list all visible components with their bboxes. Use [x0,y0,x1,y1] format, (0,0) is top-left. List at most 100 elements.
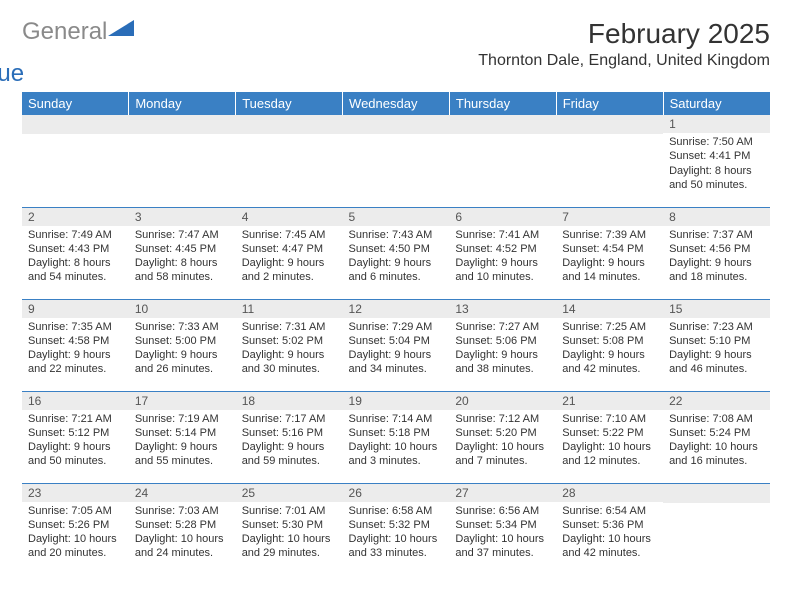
calendar-day-cell: 20Sunrise: 7:12 AMSunset: 5:20 PMDayligh… [449,391,556,483]
day-number: 15 [663,300,770,318]
day-detail-line: Sunset: 4:52 PM [455,242,550,256]
day-detail-line: Sunrise: 7:10 AM [562,412,657,426]
day-detail-line: Sunset: 5:06 PM [455,334,550,348]
calendar-day-cell: 5Sunrise: 7:43 AMSunset: 4:50 PMDaylight… [343,207,450,299]
calendar-week-row: 9Sunrise: 7:35 AMSunset: 4:58 PMDaylight… [22,299,770,391]
day-detail-line: and 2 minutes. [242,270,337,284]
day-detail-line: Sunset: 5:14 PM [135,426,230,440]
day-detail-line: Sunset: 5:30 PM [242,518,337,532]
day-detail-line: Sunrise: 7:41 AM [455,228,550,242]
day-details: Sunrise: 7:35 AMSunset: 4:58 PMDaylight:… [22,318,129,381]
day-detail-line: and 20 minutes. [28,546,123,560]
day-detail-line: Sunrise: 7:37 AM [669,228,764,242]
day-detail-line: and 10 minutes. [455,270,550,284]
day-detail-line: Sunrise: 7:47 AM [135,228,230,242]
day-number [663,484,770,503]
day-header: Wednesday [343,92,450,115]
day-detail-line: Daylight: 10 hours [562,440,657,454]
day-detail-line: and 14 minutes. [562,270,657,284]
day-number: 9 [22,300,129,318]
calendar-day-cell: 18Sunrise: 7:17 AMSunset: 5:16 PMDayligh… [236,391,343,483]
day-details: Sunrise: 7:41 AMSunset: 4:52 PMDaylight:… [449,226,556,289]
day-number: 1 [663,115,770,133]
calendar-day-cell: 13Sunrise: 7:27 AMSunset: 5:06 PMDayligh… [449,299,556,391]
calendar-day-cell: 22Sunrise: 7:08 AMSunset: 5:24 PMDayligh… [663,391,770,483]
calendar-day-cell [343,115,450,207]
calendar-day-cell: 19Sunrise: 7:14 AMSunset: 5:18 PMDayligh… [343,391,450,483]
day-details: Sunrise: 7:49 AMSunset: 4:43 PMDaylight:… [22,226,129,289]
day-detail-line: Sunset: 5:04 PM [349,334,444,348]
calendar-day-cell: 15Sunrise: 7:23 AMSunset: 5:10 PMDayligh… [663,299,770,391]
day-detail-line: Sunrise: 7:31 AM [242,320,337,334]
day-number: 2 [22,208,129,226]
day-details: Sunrise: 7:01 AMSunset: 5:30 PMDaylight:… [236,502,343,565]
day-detail-line: Sunset: 4:54 PM [562,242,657,256]
day-detail-line: Daylight: 9 hours [135,348,230,362]
calendar-page: General Blue February 2025 Thornton Dale… [0,0,792,593]
day-detail-line: Daylight: 9 hours [562,348,657,362]
day-detail-line: Sunrise: 7:12 AM [455,412,550,426]
day-details: Sunrise: 7:43 AMSunset: 4:50 PMDaylight:… [343,226,450,289]
day-detail-line: Sunrise: 7:14 AM [349,412,444,426]
day-number: 7 [556,208,663,226]
title-block: February 2025 Thornton Dale, England, Un… [478,18,770,70]
day-details: Sunrise: 6:58 AMSunset: 5:32 PMDaylight:… [343,502,450,565]
day-details: Sunrise: 6:56 AMSunset: 5:34 PMDaylight:… [449,502,556,565]
day-detail-line: Sunset: 5:26 PM [28,518,123,532]
day-detail-line: and 37 minutes. [455,546,550,560]
day-detail-line: Sunset: 5:18 PM [349,426,444,440]
calendar-day-cell: 8Sunrise: 7:37 AMSunset: 4:56 PMDaylight… [663,207,770,299]
day-number: 16 [22,392,129,410]
day-details: Sunrise: 7:27 AMSunset: 5:06 PMDaylight:… [449,318,556,381]
day-details: Sunrise: 7:29 AMSunset: 5:04 PMDaylight:… [343,318,450,381]
day-detail-line: Sunset: 4:41 PM [669,149,764,163]
day-detail-line: and 16 minutes. [669,454,764,468]
day-detail-line: Daylight: 10 hours [669,440,764,454]
day-detail-line: and 24 minutes. [135,546,230,560]
day-details: Sunrise: 6:54 AMSunset: 5:36 PMDaylight:… [556,502,663,565]
day-header: Friday [556,92,663,115]
page-header: General Blue February 2025 Thornton Dale… [22,18,770,86]
day-detail-line: Sunrise: 7:35 AM [28,320,123,334]
month-title: February 2025 [478,18,770,50]
day-detail-line: Sunrise: 7:03 AM [135,504,230,518]
day-detail-line: Sunset: 5:08 PM [562,334,657,348]
calendar-week-row: 2Sunrise: 7:49 AMSunset: 4:43 PMDaylight… [22,207,770,299]
day-number [129,115,236,134]
day-detail-line: Sunrise: 7:25 AM [562,320,657,334]
day-detail-line: and 42 minutes. [562,362,657,376]
day-detail-line: Daylight: 10 hours [349,532,444,546]
day-detail-line: Sunset: 4:47 PM [242,242,337,256]
day-detail-line: Sunset: 4:58 PM [28,334,123,348]
day-number: 11 [236,300,343,318]
day-details: Sunrise: 7:10 AMSunset: 5:22 PMDaylight:… [556,410,663,473]
day-detail-line: Sunrise: 7:21 AM [28,412,123,426]
day-details: Sunrise: 7:12 AMSunset: 5:20 PMDaylight:… [449,410,556,473]
calendar-day-cell: 4Sunrise: 7:45 AMSunset: 4:47 PMDaylight… [236,207,343,299]
day-detail-line: Sunset: 4:56 PM [669,242,764,256]
day-details: Sunrise: 7:03 AMSunset: 5:28 PMDaylight:… [129,502,236,565]
day-details: Sunrise: 7:37 AMSunset: 4:56 PMDaylight:… [663,226,770,289]
day-detail-line: Sunset: 4:43 PM [28,242,123,256]
day-number [343,115,450,134]
day-detail-line: Sunset: 5:12 PM [28,426,123,440]
calendar-table: Sunday Monday Tuesday Wednesday Thursday… [22,92,770,575]
day-detail-line: Daylight: 10 hours [349,440,444,454]
day-number: 22 [663,392,770,410]
day-detail-line: and 58 minutes. [135,270,230,284]
day-detail-line: Daylight: 8 hours [28,256,123,270]
day-detail-line: and 42 minutes. [562,546,657,560]
calendar-day-cell: 17Sunrise: 7:19 AMSunset: 5:14 PMDayligh… [129,391,236,483]
day-detail-line: Sunset: 5:22 PM [562,426,657,440]
day-details: Sunrise: 7:05 AMSunset: 5:26 PMDaylight:… [22,502,129,565]
calendar-day-cell: 27Sunrise: 6:56 AMSunset: 5:34 PMDayligh… [449,483,556,575]
location-label: Thornton Dale, England, United Kingdom [478,52,770,70]
day-number: 10 [129,300,236,318]
day-detail-line: Daylight: 9 hours [28,440,123,454]
calendar-day-cell: 26Sunrise: 6:58 AMSunset: 5:32 PMDayligh… [343,483,450,575]
logo-text-general: General [22,20,107,44]
day-detail-line: Sunset: 5:28 PM [135,518,230,532]
day-detail-line: Sunset: 5:16 PM [242,426,337,440]
day-details: Sunrise: 7:50 AMSunset: 4:41 PMDaylight:… [663,133,770,196]
day-header: Tuesday [236,92,343,115]
